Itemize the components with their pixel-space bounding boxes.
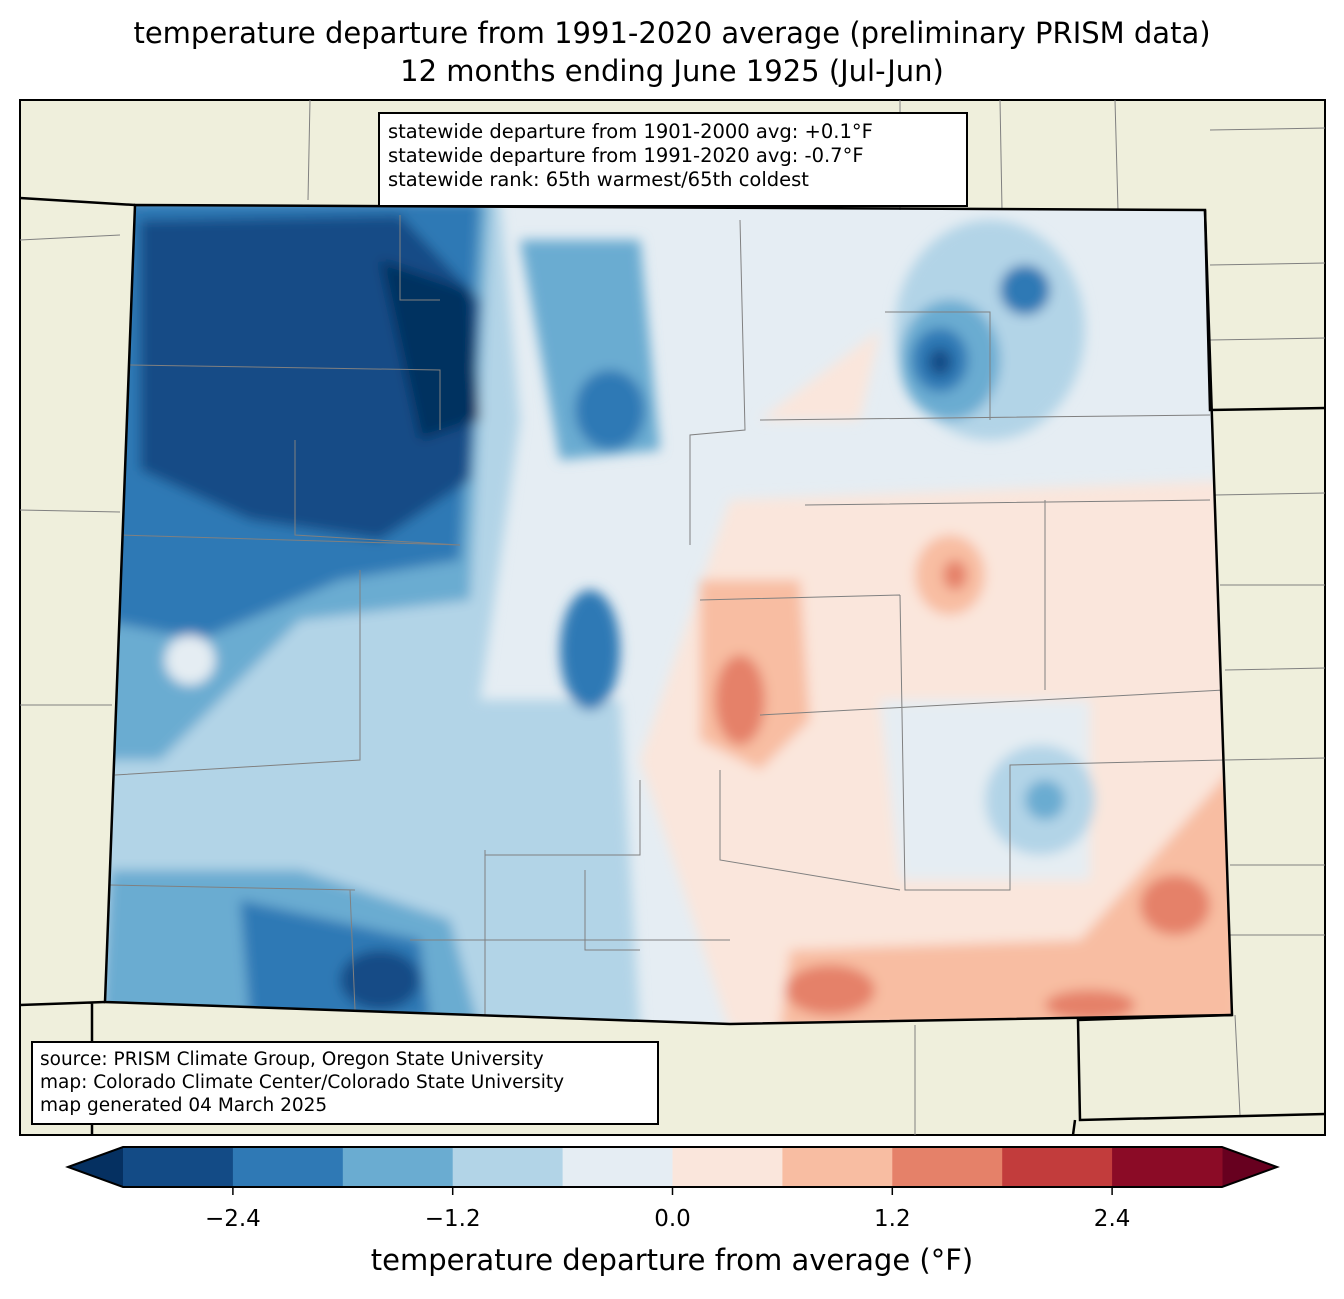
- colorbar-label: temperature departure from average (°F): [370, 1243, 974, 1277]
- title-line1: temperature departure from 1991-2020 ave…: [133, 16, 1211, 50]
- colorbar-bin: [452, 1147, 564, 1187]
- statewide-stats-box: statewide departure from 1901-2000 avg: …: [378, 112, 968, 207]
- colorbar-extend-low: [68, 1147, 123, 1187]
- title-line2: 12 months ending June 1925 (Jul-Jun): [400, 54, 944, 88]
- colorbar-bin: [782, 1147, 893, 1187]
- credits-box: source: PRISM Climate Group, Oregon Stat…: [31, 1041, 659, 1125]
- colorbar-bin: [1002, 1147, 1113, 1187]
- colorbar-outline: [65, 1146, 1280, 1188]
- stat-line: statewide departure from 1991-2020 avg: …: [388, 144, 864, 167]
- colorbar-bin: [342, 1147, 454, 1187]
- colorbar-tick-label: −2.4: [204, 1206, 261, 1232]
- colorbar-bin: [672, 1147, 783, 1187]
- temperature-field: [105, 205, 1232, 1024]
- stat-line: statewide departure from 1901-2000 avg: …: [388, 120, 873, 143]
- county-lines: [109, 215, 1226, 1015]
- colorbar-tick-label: 0.0: [654, 1206, 691, 1232]
- neighbor-lines: [19, 99, 1326, 1135]
- colorbar-tick-label: 1.2: [874, 1206, 911, 1232]
- colorbar: [65, 1146, 1280, 1195]
- colorbar-bin: [232, 1147, 344, 1187]
- credit-line: map: Colorado Climate Center/Colorado St…: [40, 1072, 565, 1093]
- colorbar-bin: [1112, 1147, 1223, 1187]
- colorbar-bin: [562, 1147, 673, 1187]
- colorbar-extend-high: [1222, 1147, 1277, 1187]
- colorbar-bin: [123, 1147, 234, 1187]
- colorbar-bin: [892, 1147, 1003, 1187]
- colorbar-tick-label: −1.2: [424, 1206, 481, 1232]
- colorbar-tick-label: 2.4: [1093, 1206, 1131, 1232]
- credit-line: source: PRISM Climate Group, Oregon Stat…: [40, 1049, 544, 1070]
- credit-line: map generated 04 March 2025: [40, 1095, 328, 1116]
- stat-line: statewide rank: 65th warmest/65th coldes…: [388, 168, 809, 191]
